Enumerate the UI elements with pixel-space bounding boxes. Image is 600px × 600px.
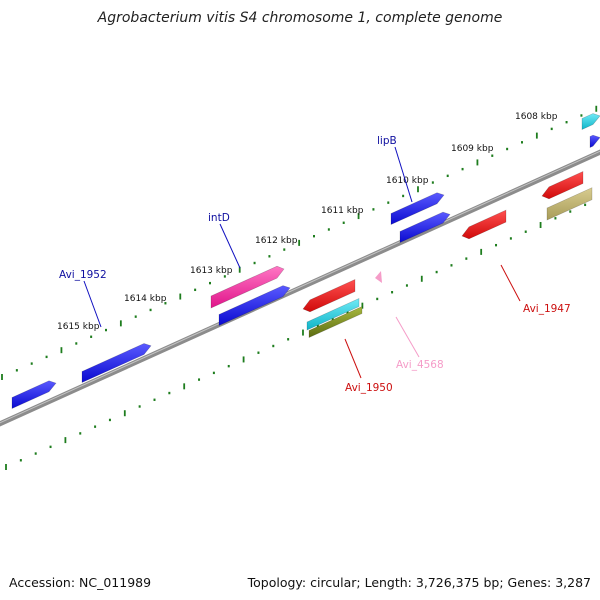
gene-label-avi4568: Avi_4568 <box>396 359 444 371</box>
leader-avi1950 <box>344 338 362 379</box>
gene-label-avi1950: Avi_1950 <box>345 382 393 394</box>
accession-text: Accession: NC_011989 <box>9 575 152 590</box>
leader-intd <box>219 223 241 269</box>
gene-arrow-top-cyan <box>581 113 600 130</box>
gene-arrow-right-red <box>541 171 584 200</box>
chromosome-backbone <box>0 149 600 427</box>
gene-arrow-avi1952-left <box>11 380 57 409</box>
leader-avi1952 <box>83 280 102 328</box>
backbone-highlight <box>0 150 600 424</box>
kbp-label-1609: 1609 kbp <box>451 144 494 154</box>
gene-arrow-avi4568 <box>375 271 382 283</box>
kbp-label-1613: 1613 kbp <box>190 266 233 276</box>
gene-arrow-intd <box>218 285 291 326</box>
kbp-label-1610: 1610 kbp <box>386 176 429 186</box>
map-title: Agrobacterium vitis S4 chromosome 1, com… <box>97 10 503 26</box>
gene-arrow-avi1952 <box>81 343 152 383</box>
lower-tick-track <box>5 203 587 470</box>
gene-arrow-top-blue <box>589 134 600 148</box>
kbp-label-1614: 1614 kbp <box>124 294 167 304</box>
gene-arrow-avi1950-olive <box>308 306 363 338</box>
gene-label-lipb: lipB <box>377 135 397 147</box>
gene-label-avi1947: Avi_1947 <box>523 303 571 315</box>
gene-arrow-right-khaki <box>546 187 593 221</box>
kbp-label-1611: 1611 kbp <box>321 206 364 216</box>
leader-avi1947 <box>500 264 521 302</box>
gene-arrow-avi1950-cyan <box>306 298 360 331</box>
leader-lipb <box>394 146 413 203</box>
upper-tick-track <box>1 105 598 380</box>
gene-label-intd: intD <box>208 212 230 224</box>
genome-summary-text: Topology: circular; Length: 3,726,375 bp… <box>247 575 591 590</box>
kbp-label-1608: 1608 kbp <box>515 112 558 122</box>
gene-arrow-lipb-lower <box>399 211 451 243</box>
gene-arrow-intd-magenta <box>210 265 285 309</box>
leader-avi4568 <box>395 316 420 358</box>
kbp-label-1615: 1615 kbp <box>57 322 100 332</box>
gene-label-avi1952: Avi_1952 <box>59 269 107 281</box>
kbp-label-1612: 1612 kbp <box>255 236 298 246</box>
gene-arrow-avi1947 <box>461 209 507 240</box>
gene-arrow-lipb-upper <box>390 192 445 225</box>
gene-arrow-avi1950 <box>302 279 356 313</box>
